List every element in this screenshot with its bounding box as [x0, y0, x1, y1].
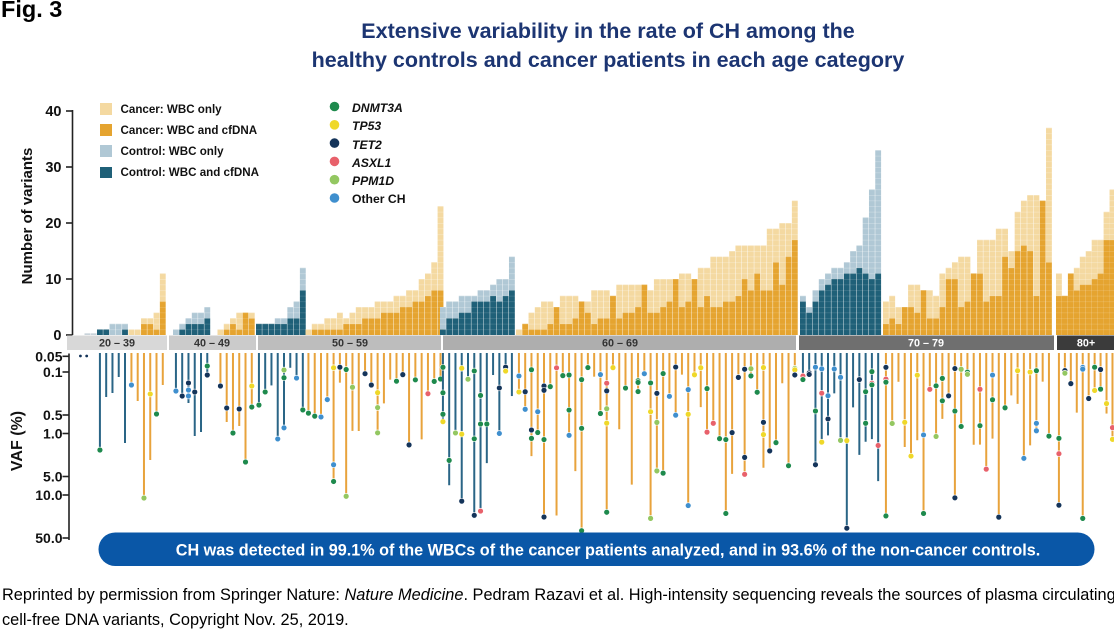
svg-text:40 – 49: 40 – 49 — [194, 338, 230, 350]
svg-text:70 – 79: 70 – 79 — [908, 338, 944, 350]
svg-text:CH was detected in 99.1% of th: CH was detected in 99.1% of the WBCs of … — [176, 542, 1040, 560]
svg-text:30: 30 — [45, 160, 61, 176]
svg-text:50.0: 50.0 — [35, 530, 62, 546]
svg-text:60 – 69: 60 – 69 — [602, 338, 638, 350]
svg-text:80+: 80+ — [1077, 338, 1095, 350]
svg-text:0: 0 — [53, 328, 61, 344]
svg-text:50 – 59: 50 – 59 — [332, 338, 368, 350]
svg-text:VAF (%): VAF (%) — [9, 411, 26, 471]
svg-text:0.1: 0.1 — [43, 364, 63, 380]
svg-text:20 – 39: 20 – 39 — [99, 338, 135, 350]
svg-text:Number of variants: Number of variants — [19, 148, 36, 285]
svg-text:20: 20 — [45, 216, 61, 232]
svg-text:40: 40 — [45, 104, 61, 120]
svg-text:1.0: 1.0 — [43, 426, 63, 442]
svg-text:10.0: 10.0 — [35, 487, 62, 503]
svg-text:5.0: 5.0 — [43, 469, 63, 485]
svg-text:0.5: 0.5 — [43, 407, 63, 423]
svg-text:10: 10 — [45, 272, 61, 288]
svg-text:0.05: 0.05 — [35, 348, 62, 364]
